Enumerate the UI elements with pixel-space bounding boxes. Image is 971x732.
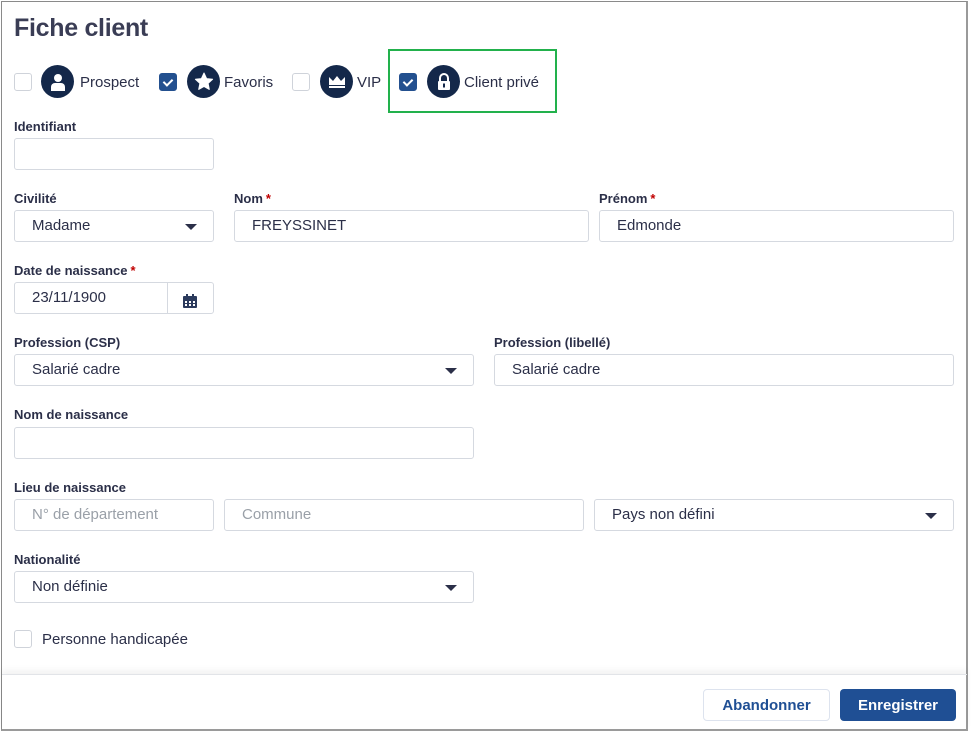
date-value: 23/11/1900	[32, 289, 106, 306]
handicap-checkbox[interactable]	[14, 630, 32, 648]
prenom-input[interactable]: Edmonde	[599, 210, 954, 242]
nationalite-select[interactable]: Non définie	[14, 571, 474, 603]
identifiant-label: Identifiant	[14, 119, 77, 134]
calendar-icon[interactable]	[182, 290, 198, 320]
user-icon	[41, 65, 74, 98]
prenom-label: Prénom *	[599, 191, 656, 206]
civilite-value: Madame	[32, 217, 91, 234]
chevron-down-icon	[445, 368, 457, 374]
chevron-down-icon	[925, 513, 937, 519]
footer	[2, 674, 967, 730]
favoris-label: Favoris	[224, 74, 274, 91]
profession-libelle-input[interactable]: Salarié cadre	[494, 354, 954, 386]
crown-icon	[320, 65, 353, 98]
pays-value: Pays non défini	[612, 506, 715, 523]
date-naissance-input[interactable]: 23/11/1900	[14, 282, 214, 314]
identifiant-input[interactable]	[14, 138, 214, 170]
page-title: Fiche client	[14, 14, 148, 42]
vip-checkbox[interactable]	[292, 73, 310, 91]
abandonner-button[interactable]: Abandonner	[703, 689, 830, 721]
vip-label: VIP	[357, 74, 382, 91]
civilite-select[interactable]: Madame	[14, 210, 214, 242]
client-prive-checkbox[interactable]	[399, 73, 417, 91]
date-naissance-label: Date de naissance *	[14, 263, 136, 278]
chevron-down-icon	[185, 224, 197, 230]
prospect-checkbox[interactable]	[14, 73, 32, 91]
commune-input[interactable]: Commune	[224, 499, 584, 531]
nationalite-label: Nationalité	[14, 552, 81, 567]
chevron-down-icon	[445, 585, 457, 591]
nom-naissance-label: Nom de naissance	[14, 407, 129, 422]
favoris-checkbox[interactable]	[159, 73, 177, 91]
enregistrer-button[interactable]: Enregistrer	[840, 689, 956, 721]
profession-csp-label: Profession (CSP)	[14, 335, 121, 350]
nationalite-value: Non définie	[32, 578, 108, 595]
nom-label: Nom *	[234, 191, 271, 206]
nom-naissance-input[interactable]	[14, 427, 474, 459]
profession-csp-value: Salarié cadre	[32, 361, 121, 378]
pays-select[interactable]: Pays non défini	[594, 499, 954, 531]
lieu-naissance-label: Lieu de naissance	[14, 480, 126, 495]
civilite-label: Civilité	[14, 191, 57, 206]
profession-csp-select[interactable]: Salarié cadre	[14, 354, 474, 386]
lock-icon	[427, 65, 460, 98]
highlight-box	[388, 49, 557, 113]
departement-input[interactable]: N° de département	[14, 499, 214, 531]
client-prive-label: Client privé	[464, 74, 540, 91]
star-icon	[187, 65, 220, 98]
nom-input[interactable]: FREYSSINET	[234, 210, 589, 242]
handicap-label: Personne handicapée	[42, 631, 188, 648]
prospect-label: Prospect	[80, 74, 140, 91]
profession-libelle-label: Profession (libellé)	[494, 335, 611, 350]
